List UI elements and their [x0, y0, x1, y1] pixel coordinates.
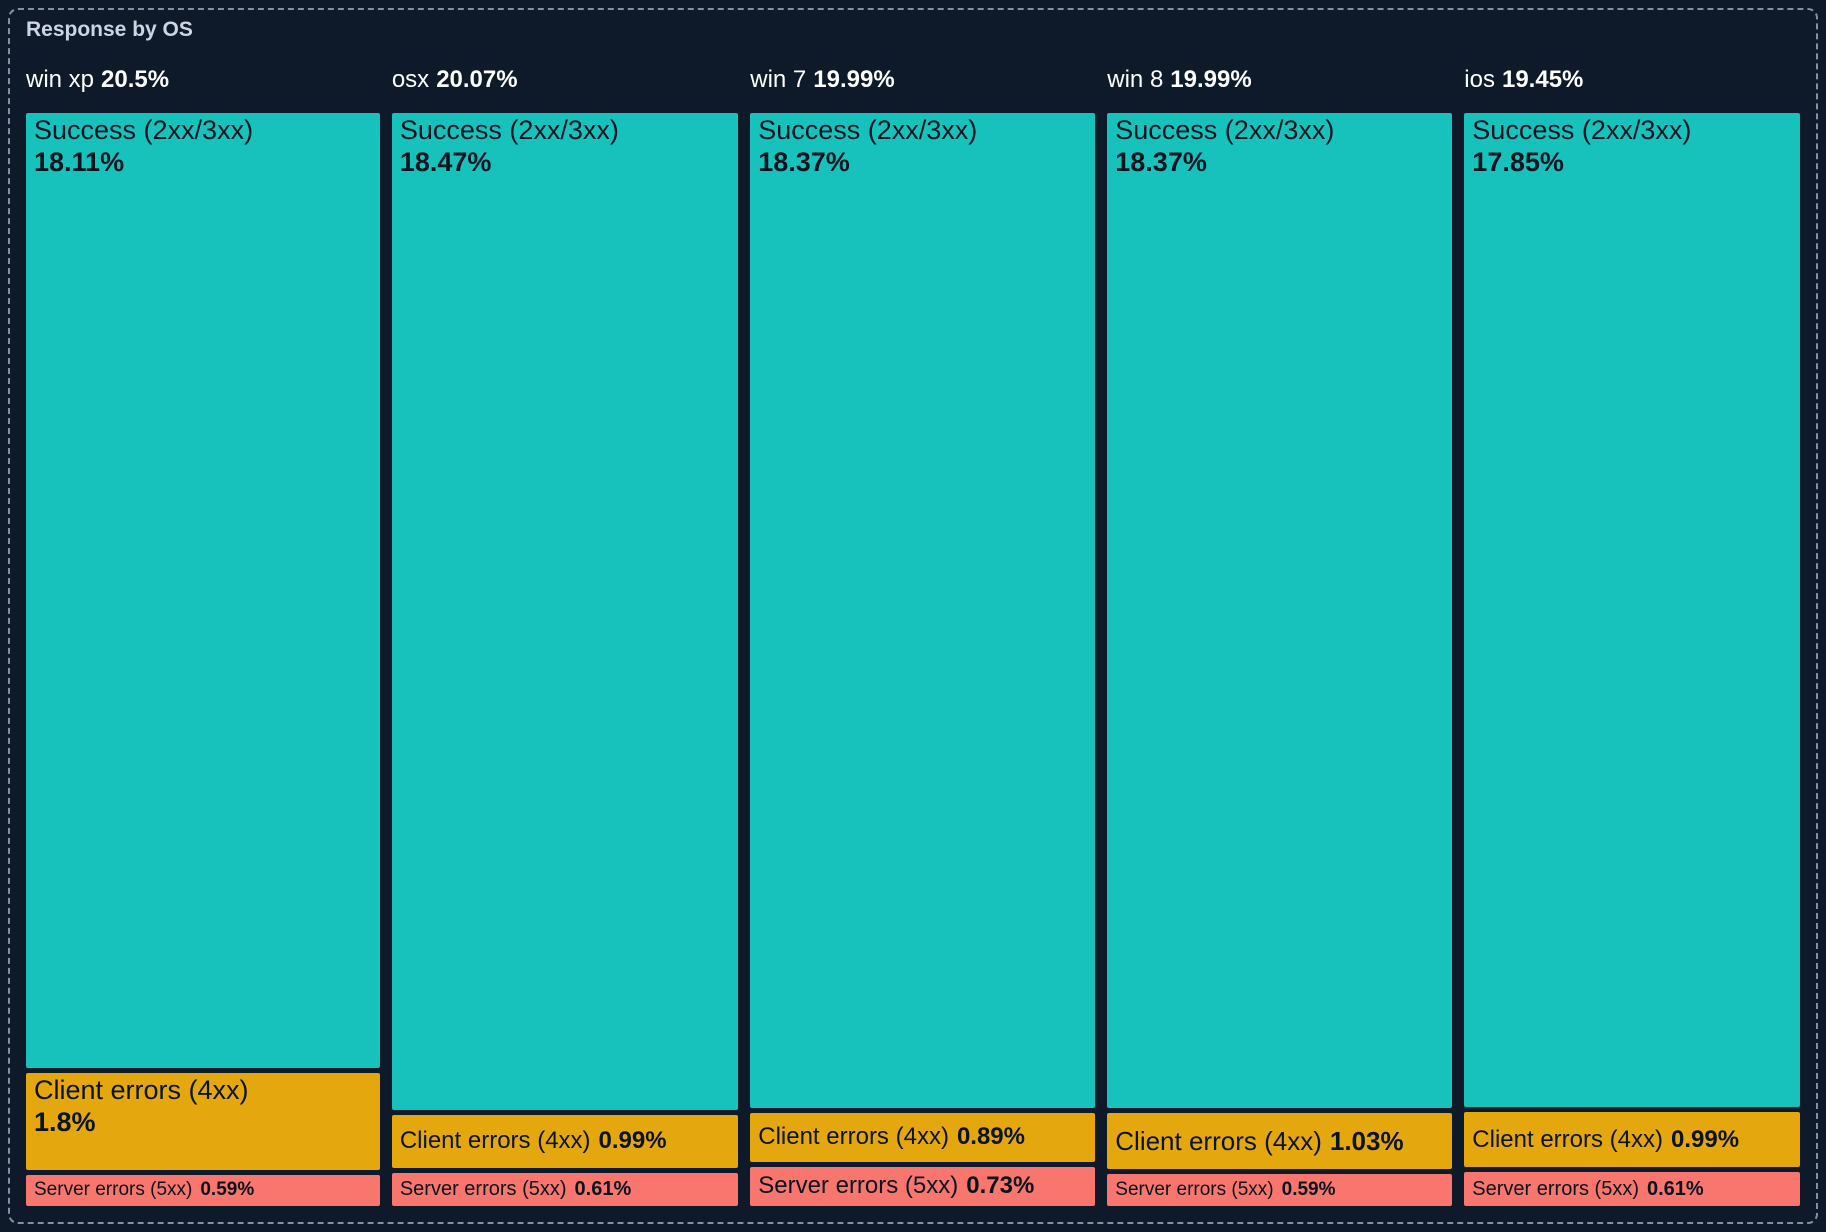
treemap-cell-server-errors[interactable]: Server errors (5xx) 0.61% [391, 1173, 739, 1207]
treemap-cell-client-errors[interactable]: Client errors (4xx) 0.89% [750, 1113, 1096, 1162]
treemap-cell-client-errors[interactable]: Client errors (4xx) 0.99% [1464, 1112, 1800, 1168]
cell-label: Success (2xx/3xx) [1115, 115, 1335, 145]
cell-label: Client errors (4xx) [399, 1127, 591, 1155]
treemap-column-win-xp: win xp 20.5% Success (2xx/3xx) 18.11% Cli… [26, 66, 380, 1206]
treemap-cell-success[interactable]: Success (2xx/3xx) 18.11% [26, 113, 380, 1069]
os-label: osx [391, 66, 430, 93]
cell-value: 0.59% [200, 1179, 255, 1201]
cell-label: Client errors (4xx) [1472, 1125, 1663, 1153]
treemap-cell-success[interactable]: Success (2xx/3xx) 18.37% [750, 113, 1096, 1109]
os-label: win 8 [1107, 66, 1164, 93]
cell-value: 0.61% [1647, 1177, 1704, 1200]
treemap-column-ios: ios 19.45% Success (2xx/3xx) 17.85% Clien… [1464, 66, 1800, 1206]
os-total: 20.07% [436, 66, 518, 93]
column-header-osx: osx 20.07% [392, 66, 738, 94]
cell-label: Client errors (4xx) [1115, 1125, 1322, 1156]
column-header-win-8: win 8 19.99% [1107, 66, 1452, 94]
cell-label: Server errors (5xx) [1115, 1179, 1274, 1201]
cell-value: 1.8% [34, 1107, 96, 1138]
cell-value: 18.37% [758, 146, 850, 177]
cell-label: Client errors (4xx) [758, 1123, 949, 1151]
cell-value: 0.61% [574, 1178, 632, 1201]
cell-value: 0.89% [956, 1123, 1025, 1151]
os-total: 19.45% [1501, 66, 1584, 93]
treemap-cell-server-errors[interactable]: Server errors (5xx) 0.73% [750, 1166, 1096, 1206]
cell-label: Server errors (5xx) [399, 1178, 567, 1201]
cell-value: 0.99% [598, 1127, 667, 1155]
treemap-cell-client-errors[interactable]: Client errors (4xx) 0.99% [391, 1114, 739, 1169]
column-header-win-xp: win xp 20.5% [26, 66, 380, 94]
cell-value: 17.85% [1472, 146, 1564, 177]
os-label: win xp [26, 66, 95, 93]
treemap-cell-server-errors[interactable]: Server errors (5xx) 0.59% [26, 1174, 380, 1206]
cell-value: 0.73% [966, 1172, 1035, 1200]
treemap-cell-success[interactable]: Success (2xx/3xx) 18.37% [1107, 113, 1453, 1109]
cell-label: Success (2xx/3xx) [758, 115, 978, 145]
column-blocks: Success (2xx/3xx) 17.85% Client errors (… [1464, 113, 1800, 1206]
response-by-os-panel: Response by OS win xp 20.5% Success (2xx/… [8, 8, 1818, 1224]
cell-label: Server errors (5xx) [34, 1179, 193, 1201]
cell-value: 18.37% [1115, 146, 1207, 177]
cell-label: Success (2xx/3xx) [1472, 115, 1692, 145]
cell-value: 1.03% [1329, 1125, 1404, 1156]
treemap-cell-server-errors[interactable]: Server errors (5xx) 0.61% [1464, 1172, 1800, 1206]
cell-label: Server errors (5xx) [758, 1172, 959, 1200]
cell-label: Client errors (4xx) [34, 1075, 249, 1106]
cell-value: 18.47% [399, 146, 492, 177]
column-blocks: Success (2xx/3xx) 18.47% Client errors (… [391, 113, 739, 1207]
column-blocks: Success (2xx/3xx) 18.37% Client errors (… [1107, 113, 1453, 1206]
treemap-cell-server-errors[interactable]: Server errors (5xx) 0.59% [1107, 1174, 1453, 1206]
os-label: win 7 [750, 66, 807, 93]
cell-value: 0.59% [1281, 1179, 1336, 1201]
treemap-column-win-7: win 7 19.99% Success (2xx/3xx) 18.37% Cli… [750, 66, 1096, 1206]
cell-label: Success (2xx/3xx) [399, 115, 619, 145]
treemap-cell-success[interactable]: Success (2xx/3xx) 17.85% [1464, 113, 1800, 1108]
cell-label: Success (2xx/3xx) [34, 115, 254, 145]
treemap-cell-success[interactable]: Success (2xx/3xx) 18.47% [391, 113, 739, 1110]
treemap-column-win-8: win 8 19.99% Success (2xx/3xx) 18.37% Cli… [1107, 66, 1453, 1206]
column-header-win-7: win 7 19.99% [750, 66, 1095, 94]
treemap: win xp 20.5% Success (2xx/3xx) 18.11% Cli… [26, 66, 1800, 1207]
os-total: 20.5% [101, 66, 170, 93]
os-total: 19.99% [813, 66, 895, 93]
cell-value: 0.99% [1671, 1125, 1740, 1153]
treemap-cell-client-errors[interactable]: Client errors (4xx) 1.8% [26, 1073, 380, 1170]
panel-title: Response by OS [26, 18, 193, 41]
cell-value: 18.11% [34, 146, 125, 177]
treemap-cell-client-errors[interactable]: Client errors (4xx) 1.03% [1107, 1113, 1453, 1170]
column-header-ios: ios 19.45% [1464, 66, 1800, 94]
cell-label: Server errors (5xx) [1472, 1177, 1639, 1200]
treemap-column-osx: osx 20.07% Success (2xx/3xx) 18.47% Clien… [391, 66, 739, 1207]
column-blocks: Success (2xx/3xx) 18.37% Client errors (… [750, 113, 1096, 1206]
column-blocks: Success (2xx/3xx) 18.11% Client errors (… [26, 113, 380, 1206]
os-total: 19.99% [1170, 66, 1252, 93]
os-label: ios [1464, 66, 1495, 93]
